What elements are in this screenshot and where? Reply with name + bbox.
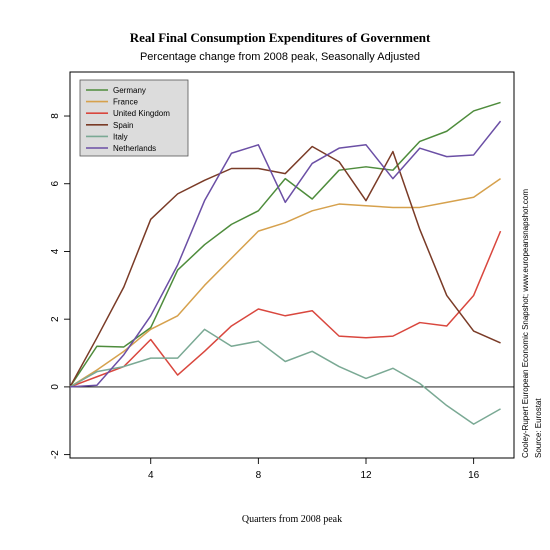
x-tick-label: 16	[468, 470, 480, 481]
series-line-italy	[69, 328, 501, 425]
series-line-spain	[69, 145, 501, 388]
legend-label-germany: Germany	[113, 86, 146, 95]
legend-label-italy: Italy	[113, 132, 128, 141]
x-tick-label: 12	[360, 470, 372, 481]
legend-box	[79, 79, 189, 157]
series-line-france	[69, 178, 501, 388]
y-tick-label: 8	[50, 113, 61, 119]
legend: Germany France United Kingdom Spain Italy Net…	[79, 79, 189, 157]
x-tick-label: 8	[256, 470, 262, 481]
series-line-united-kingdom	[69, 230, 502, 388]
legend-label-france: France	[113, 98, 138, 107]
y-tick-label: -2	[50, 450, 61, 459]
chart-title: Real Final Consumption Expenditures of G…	[130, 30, 431, 45]
series-line-germany	[69, 101, 501, 388]
chart-subtitle: Percentage change from 2008 peak, Season…	[140, 51, 420, 63]
x-axis-label: Quarters from 2008 peak	[242, 514, 342, 525]
legend-label-united-kingdom: United Kingdom	[113, 109, 170, 118]
y-tick-label: 2	[50, 316, 61, 322]
legend-label-spain: Spain	[113, 121, 133, 130]
legend-label-netherlands: Netherlands	[113, 144, 156, 153]
plot-frame	[69, 71, 515, 459]
x-tick-label: 4	[148, 470, 154, 481]
y-tick-label: 4	[50, 248, 61, 254]
y-tick-label: 0	[50, 384, 61, 390]
series-line-netherlands	[69, 120, 502, 388]
y-tick-label: 6	[50, 181, 61, 187]
source-credit-text: Cooley-Rupert European Economic Snapshot…	[521, 189, 530, 458]
source-eurostat-text: Source: Eurostat	[534, 398, 543, 458]
